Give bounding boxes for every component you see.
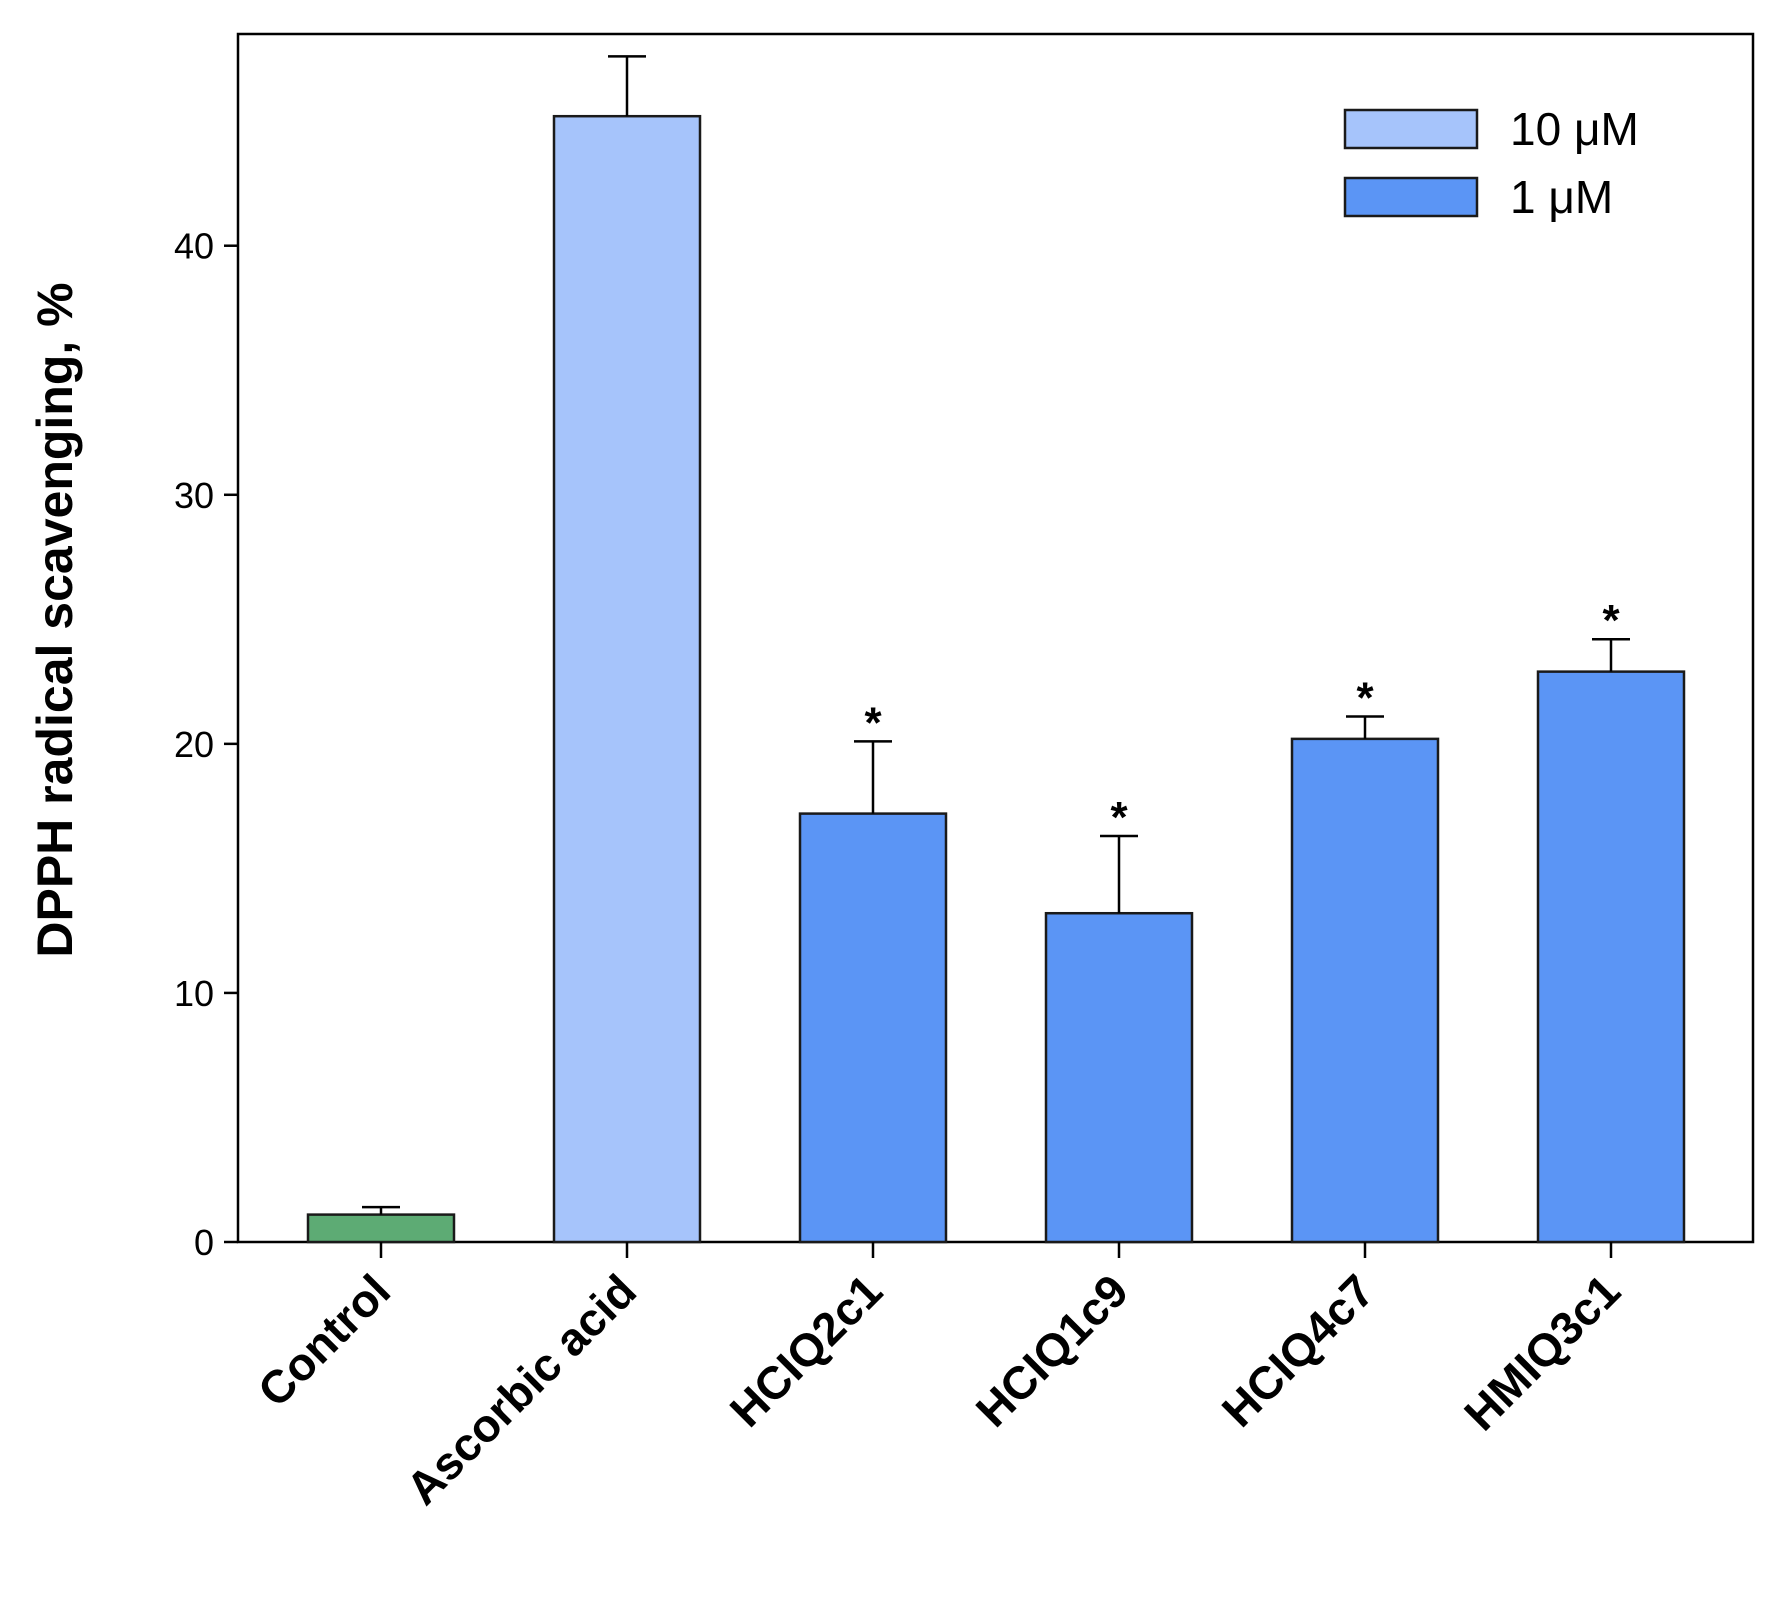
y-tick-label: 30	[174, 475, 214, 516]
significance-marker: *	[1356, 673, 1374, 722]
legend-swatch	[1343, 108, 1479, 150]
y-tick-label: 40	[174, 226, 214, 267]
bar	[1290, 737, 1440, 1244]
x-tick-label: HCIQ1c9	[966, 1264, 1138, 1436]
bar	[1536, 670, 1686, 1244]
y-axis-label: DPPH radical scavenging, %	[27, 282, 83, 957]
x-tick-label: HCIQ4c7	[1212, 1264, 1384, 1436]
legend: 10 μM 1 μM	[1343, 103, 1639, 223]
x-tick-label: Ascorbic acid	[396, 1264, 646, 1514]
plot-area	[236, 32, 1755, 1244]
y-tick-label: 20	[174, 724, 214, 765]
bar	[552, 114, 702, 1244]
significance-marker: *	[1110, 793, 1128, 842]
x-tick-label: HMIQ3c1	[1454, 1264, 1630, 1440]
bar	[306, 1213, 456, 1244]
y-tick-label: 0	[194, 1222, 214, 1263]
legend-swatch	[1343, 176, 1479, 218]
y-axis: 0 10 20 30 40	[174, 226, 238, 1263]
legend-label: 10 μM	[1510, 103, 1639, 155]
y-tick-label: 10	[174, 973, 214, 1014]
bar	[1044, 911, 1194, 1244]
bar	[798, 812, 948, 1244]
legend-label: 1 μM	[1510, 171, 1613, 223]
bars-layer: * * * *	[306, 55, 1686, 1244]
significance-marker: *	[864, 698, 882, 747]
x-tick-label: Control	[248, 1264, 400, 1416]
significance-marker: *	[1602, 596, 1620, 645]
x-tick-label: HCIQ2c1	[720, 1264, 892, 1436]
